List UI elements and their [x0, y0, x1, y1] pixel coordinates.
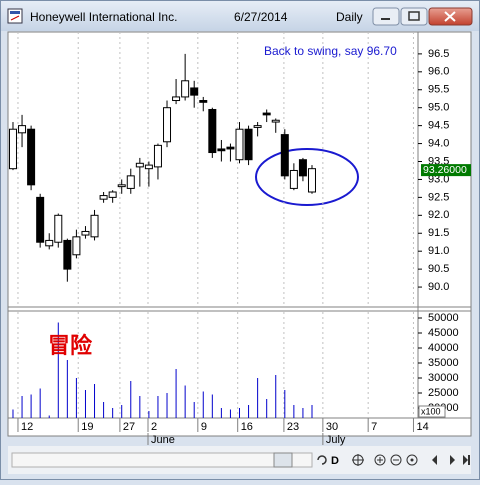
candle-body — [63, 239, 72, 270]
y-tick-label: 91.5 — [428, 227, 449, 239]
candle-body — [45, 239, 54, 247]
y-tick-label: 94.0 — [428, 137, 449, 149]
y-tick-label: 90.0 — [428, 281, 449, 293]
candle-body — [217, 148, 226, 152]
candle-body — [144, 164, 153, 170]
y-tick-label: 91.0 — [428, 245, 449, 257]
y-tick-label: 96.0 — [428, 66, 449, 78]
scroll-thumb[interactable] — [273, 452, 293, 468]
candle-body — [99, 195, 108, 200]
x-tick-label: 2 — [151, 421, 157, 433]
candle-body — [72, 236, 81, 256]
volume-tick-label: 25000 — [428, 387, 459, 399]
candle-body — [54, 214, 63, 243]
candle-body — [190, 87, 199, 96]
x-tick-label: 12 — [21, 421, 33, 433]
last-price-box — [421, 164, 471, 177]
period-button[interactable]: D — [331, 455, 339, 467]
candle-body — [244, 128, 253, 161]
candle-body — [253, 125, 262, 128]
annotation: Back to swing, say 96.70 — [264, 44, 397, 58]
last-price-label: 93.26000 — [423, 164, 467, 176]
candle-body — [27, 128, 36, 186]
window-period: Daily — [336, 10, 363, 24]
x-tick-label: 19 — [81, 421, 93, 433]
y-tick-label: 95.0 — [428, 102, 449, 114]
plot: 12 19 27 2 9 16 23 30 7 14 June July 90.0 90.5 91.0 91.… — [8, 32, 471, 446]
candle-body — [226, 146, 235, 150]
candle-body — [298, 159, 307, 177]
volume-tick-label: 40000 — [428, 342, 459, 354]
note: 冒险 — [48, 333, 93, 359]
candle-body — [271, 119, 280, 123]
y-tick-label: 95.5 — [428, 84, 449, 96]
scroll-right-button[interactable] — [450, 455, 455, 465]
candle-body — [235, 128, 244, 161]
x-tick-label: 14 — [416, 421, 428, 433]
scroll-left-button[interactable] — [432, 455, 437, 465]
close-button[interactable] — [428, 7, 473, 26]
candle-body — [18, 125, 27, 134]
candle-body — [36, 196, 45, 243]
x-tick-label: 30 — [326, 421, 338, 433]
candle-body — [262, 112, 271, 116]
multiplier-box — [418, 405, 446, 418]
zoom-in-button[interactable] — [374, 454, 386, 466]
candle-body — [90, 214, 99, 238]
y-tick-label: 92.0 — [428, 209, 449, 221]
candle-body — [289, 169, 298, 189]
candle-body — [108, 191, 117, 198]
y-tick-label: 90.5 — [428, 263, 449, 275]
multiplier-label: x100 — [421, 406, 441, 416]
candle-body — [153, 144, 162, 168]
candle-body — [208, 108, 217, 154]
candle-body — [307, 168, 316, 193]
chart-area — [7, 31, 472, 437]
crosshair-button[interactable] — [352, 454, 364, 466]
x-tick-label: 27 — [123, 421, 135, 433]
scrollbar[interactable] — [11, 452, 313, 468]
window-date: 6/27/2014 — [234, 10, 288, 24]
x-tick-label: 16 — [241, 421, 253, 433]
x-tick-label: 7 — [371, 421, 377, 433]
minimize-button[interactable] — [372, 7, 400, 26]
month-label: June — [151, 434, 175, 446]
y-tick-label: 96.5 — [428, 48, 449, 60]
candle-body — [181, 80, 190, 98]
candle-body — [8, 128, 17, 170]
candle-body — [135, 162, 144, 168]
refresh-button[interactable] — [317, 455, 327, 465]
month-label: July — [326, 434, 346, 446]
highlight-ellipse — [255, 148, 359, 206]
y-tick-label: 92.5 — [428, 191, 449, 203]
fit-button[interactable] — [406, 454, 418, 466]
y-tick-label: 94.5 — [428, 120, 449, 132]
candle-body — [199, 100, 208, 103]
x-tick-label: 9 — [201, 421, 207, 433]
candle-body — [163, 107, 172, 143]
candle-body — [280, 134, 289, 177]
maximize-button[interactable] — [400, 7, 428, 26]
volume-tick-label: 50000 — [428, 312, 459, 324]
scroll-end-button[interactable] — [463, 455, 470, 465]
volume-tick-label: 45000 — [428, 327, 459, 339]
x-tick-label: 23 — [287, 421, 299, 433]
candle-body — [126, 175, 135, 189]
y-tick-label: 93.0 — [428, 173, 449, 185]
candle-body — [81, 230, 90, 236]
volume-tick-label: 30000 — [428, 372, 459, 384]
zoom-out-button[interactable] — [390, 454, 402, 466]
app-icon — [7, 8, 23, 24]
volume-tick-label: 35000 — [428, 357, 459, 369]
window-title: Honeywell International Inc. — [30, 10, 177, 24]
candle-body — [117, 184, 126, 188]
candle-body — [172, 96, 181, 102]
